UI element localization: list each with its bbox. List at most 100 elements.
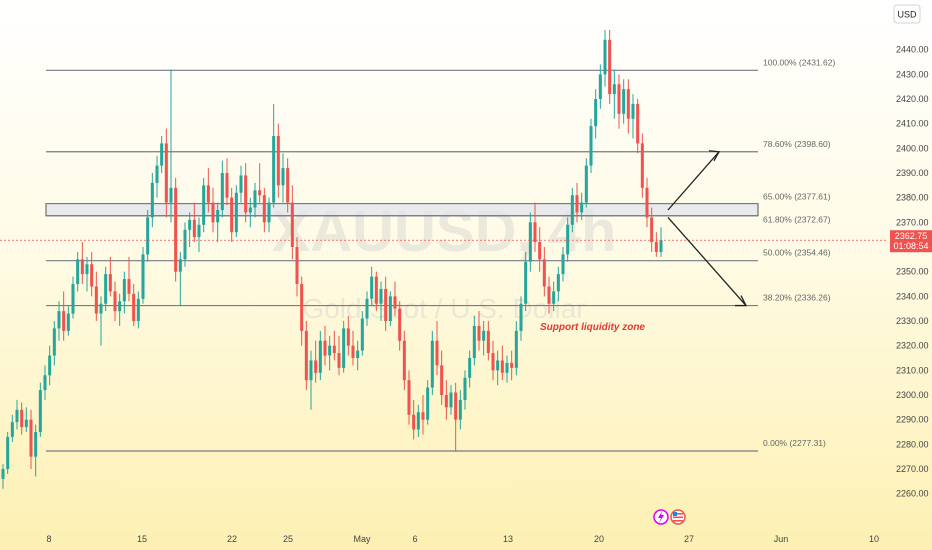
candle[interactable] xyxy=(276,123,280,198)
candle[interactable] xyxy=(90,251,94,297)
candle[interactable] xyxy=(421,395,425,435)
up-arrow-line[interactable] xyxy=(667,151,720,211)
candle[interactable] xyxy=(239,165,243,203)
candle[interactable] xyxy=(337,335,341,376)
candle[interactable] xyxy=(528,212,532,272)
candle[interactable] xyxy=(640,133,644,198)
candle[interactable] xyxy=(253,182,257,218)
candle[interactable] xyxy=(272,103,276,208)
candle[interactable] xyxy=(48,345,52,386)
candle[interactable] xyxy=(304,321,308,391)
candle[interactable] xyxy=(393,281,397,317)
candle[interactable] xyxy=(164,128,168,218)
candle[interactable] xyxy=(314,340,318,383)
candle[interactable] xyxy=(524,251,528,312)
price-axis[interactable]: 2260.00 2270.00 2280.00 2290.00 2300.00 2310.… xyxy=(896,45,929,499)
candle[interactable] xyxy=(141,247,145,304)
candle[interactable] xyxy=(384,276,388,331)
candle[interactable] xyxy=(398,301,402,351)
candle[interactable] xyxy=(407,370,411,425)
candle[interactable] xyxy=(617,74,621,129)
candle[interactable] xyxy=(566,217,570,262)
candles[interactable] xyxy=(0,29,888,489)
candle[interactable] xyxy=(580,192,584,220)
candle[interactable] xyxy=(104,266,108,312)
candle[interactable] xyxy=(118,293,122,326)
candle[interactable] xyxy=(220,160,224,218)
candle[interactable] xyxy=(463,370,467,410)
candle[interactable] xyxy=(192,202,196,243)
candle[interactable] xyxy=(197,217,201,252)
candle[interactable] xyxy=(482,321,486,356)
candle[interactable] xyxy=(365,291,369,326)
lightning-icon[interactable] xyxy=(653,509,669,525)
candle[interactable] xyxy=(332,330,336,361)
candle[interactable] xyxy=(379,281,383,321)
candle[interactable] xyxy=(659,227,663,257)
candle[interactable] xyxy=(113,281,117,321)
candle[interactable] xyxy=(136,291,140,329)
candle[interactable] xyxy=(309,350,313,410)
candle[interactable] xyxy=(38,382,42,437)
candle[interactable] xyxy=(608,29,612,104)
candle[interactable] xyxy=(150,173,154,228)
candle[interactable] xyxy=(1,464,5,489)
candle[interactable] xyxy=(426,380,430,425)
candle[interactable] xyxy=(300,276,304,346)
candle[interactable] xyxy=(342,321,346,373)
currency-button[interactable]: USD xyxy=(893,4,921,24)
candle[interactable] xyxy=(468,350,472,388)
candle[interactable] xyxy=(510,350,514,381)
candle[interactable] xyxy=(244,163,248,223)
candle[interactable] xyxy=(388,291,392,326)
candle[interactable] xyxy=(80,242,84,284)
candle[interactable] xyxy=(20,402,24,435)
candle[interactable] xyxy=(486,321,490,361)
candle[interactable] xyxy=(631,94,635,139)
candle[interactable] xyxy=(230,187,234,243)
candle[interactable] xyxy=(57,301,61,341)
candle[interactable] xyxy=(281,153,285,203)
candle[interactable] xyxy=(351,330,355,366)
candle[interactable] xyxy=(412,399,416,440)
projection-arrows[interactable] xyxy=(667,150,748,307)
candle[interactable] xyxy=(454,382,458,452)
candle[interactable] xyxy=(416,404,420,437)
candle[interactable] xyxy=(127,256,131,302)
candle[interactable] xyxy=(645,177,649,228)
candle[interactable] xyxy=(6,432,10,474)
candle[interactable] xyxy=(346,316,350,356)
candle[interactable] xyxy=(552,281,556,312)
candle[interactable] xyxy=(477,311,481,351)
candle[interactable] xyxy=(584,158,588,208)
candle[interactable] xyxy=(211,187,215,233)
candle[interactable] xyxy=(155,155,159,198)
candle[interactable] xyxy=(430,330,434,395)
candle[interactable] xyxy=(108,256,112,297)
candle[interactable] xyxy=(183,222,187,267)
candle[interactable] xyxy=(402,330,406,391)
time-axis[interactable]: 8 15 22 25 May 6 13 20 27 Jun 10 xyxy=(46,534,879,544)
candle[interactable] xyxy=(76,251,80,292)
candle[interactable] xyxy=(146,210,150,262)
us-flag-icon[interactable] xyxy=(670,509,686,525)
candle[interactable] xyxy=(286,158,290,213)
candle[interactable] xyxy=(206,168,210,213)
candle[interactable] xyxy=(612,69,616,119)
candle[interactable] xyxy=(435,321,439,376)
candle[interactable] xyxy=(440,350,444,405)
candle[interactable] xyxy=(374,271,378,312)
candle[interactable] xyxy=(496,350,500,386)
candle[interactable] xyxy=(34,424,38,477)
candle[interactable] xyxy=(561,247,565,282)
candle[interactable] xyxy=(505,355,509,383)
candle[interactable] xyxy=(169,69,173,223)
candle[interactable] xyxy=(262,187,266,233)
candle[interactable] xyxy=(328,335,332,371)
candle[interactable] xyxy=(650,207,654,252)
candle[interactable] xyxy=(594,89,598,139)
candle[interactable] xyxy=(160,136,164,173)
candle[interactable] xyxy=(10,414,14,442)
candle[interactable] xyxy=(122,271,126,314)
